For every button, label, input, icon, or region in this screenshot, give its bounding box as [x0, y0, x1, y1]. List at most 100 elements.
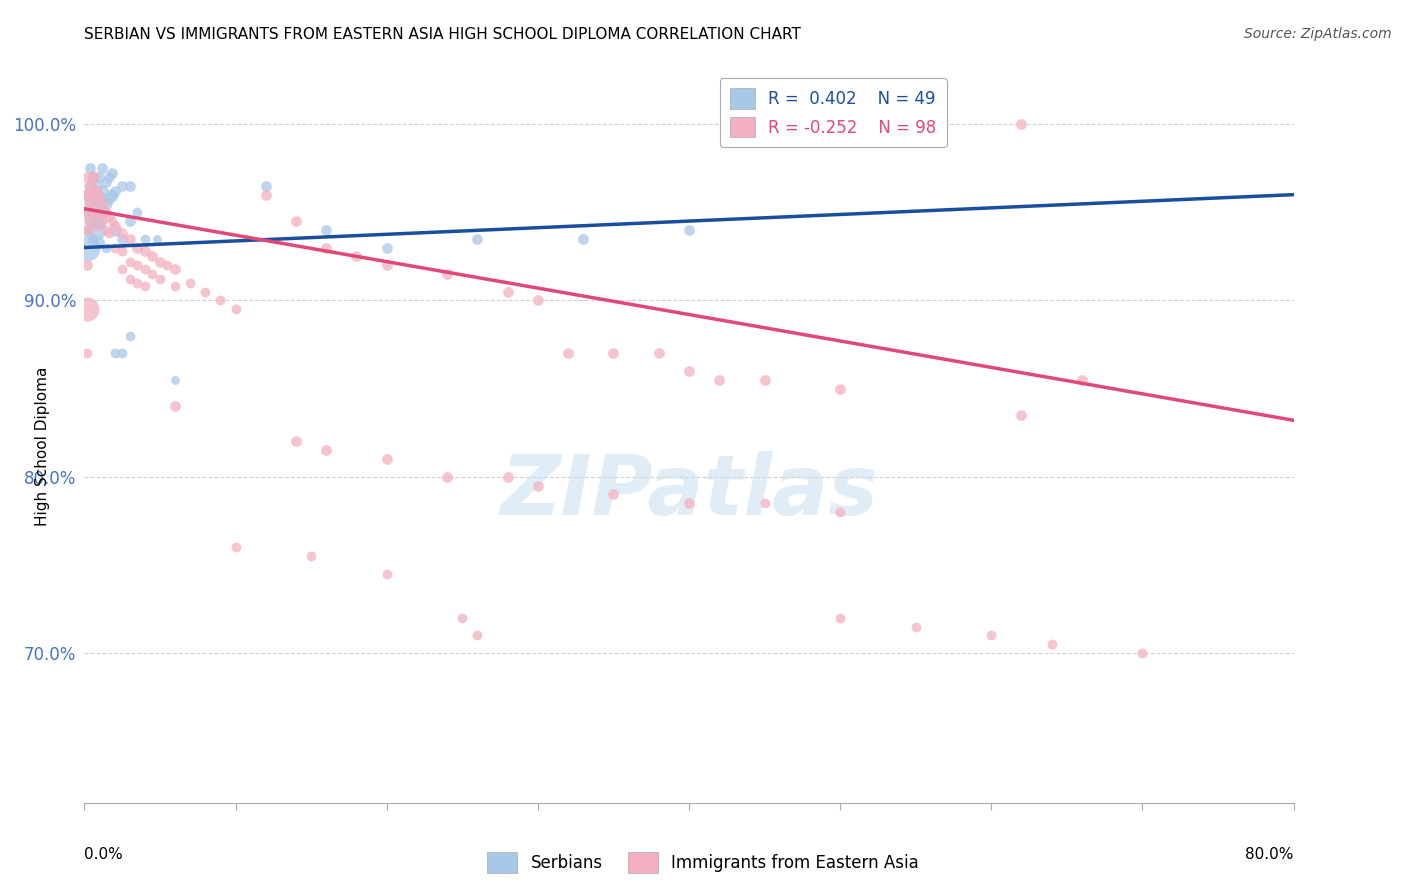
Point: [1071, 373, 1094, 387]
Point: [111, 261, 134, 276]
Point: [89, 169, 111, 184]
Point: [111, 232, 134, 246]
Point: [111, 346, 134, 360]
Point: [1011, 117, 1033, 131]
Point: [76, 302, 98, 317]
Point: [118, 178, 141, 193]
Point: [94, 205, 117, 219]
Point: [315, 443, 337, 458]
Point: [127, 258, 149, 272]
Point: [76, 187, 98, 202]
Point: [76, 205, 98, 219]
Point: [89, 235, 111, 250]
Point: [82, 232, 104, 246]
Point: [1130, 646, 1153, 660]
Point: [76, 240, 98, 254]
Point: [496, 285, 519, 299]
Point: [146, 232, 169, 246]
Point: [225, 302, 247, 317]
Point: [104, 240, 127, 254]
Point: [165, 399, 187, 413]
Point: [602, 346, 624, 360]
Point: [149, 272, 172, 286]
Point: [141, 249, 163, 263]
Point: [209, 293, 232, 308]
Point: [527, 478, 550, 492]
Point: [111, 178, 134, 193]
Point: [111, 227, 134, 241]
Point: [94, 240, 117, 254]
Legend: R =  0.402    N = 49, R = -0.252    N = 98: R = 0.402 N = 49, R = -0.252 N = 98: [720, 78, 946, 147]
Point: [156, 258, 179, 272]
Point: [299, 549, 322, 563]
Point: [86, 223, 108, 237]
Point: [89, 214, 111, 228]
Point: [127, 205, 149, 219]
Point: [76, 223, 98, 237]
Point: [127, 276, 149, 290]
Point: [86, 178, 108, 193]
Point: [94, 196, 117, 211]
Point: [76, 169, 98, 184]
Point: [1011, 408, 1033, 422]
Point: [104, 184, 127, 198]
Point: [254, 187, 277, 202]
Point: [375, 566, 398, 581]
Point: [118, 272, 141, 286]
Point: [315, 223, 337, 237]
Point: [904, 619, 927, 633]
Point: [82, 169, 104, 184]
Point: [82, 187, 104, 202]
Text: ZIPatlas: ZIPatlas: [501, 451, 877, 533]
Point: [165, 279, 187, 293]
Point: [496, 469, 519, 483]
Point: [165, 373, 187, 387]
Point: [678, 223, 700, 237]
Point: [104, 223, 127, 237]
Point: [76, 258, 98, 272]
Point: [89, 191, 111, 205]
Point: [91, 161, 114, 176]
Point: [91, 196, 114, 211]
Point: [830, 611, 852, 625]
Point: [648, 346, 671, 360]
Point: [1040, 637, 1063, 651]
Point: [82, 205, 104, 219]
Point: [285, 434, 308, 449]
Point: [94, 223, 117, 237]
Point: [76, 205, 98, 219]
Point: [557, 346, 579, 360]
Point: [86, 196, 108, 211]
Point: [346, 249, 368, 263]
Point: [678, 496, 700, 510]
Point: [602, 487, 624, 501]
Point: [118, 232, 141, 246]
Legend: Serbians, Immigrants from Eastern Asia: Serbians, Immigrants from Eastern Asia: [481, 846, 925, 880]
Point: [76, 223, 98, 237]
Text: 80.0%: 80.0%: [1246, 847, 1294, 863]
Point: [97, 191, 120, 205]
Point: [82, 205, 104, 219]
Point: [79, 214, 101, 228]
Point: [86, 202, 108, 216]
Point: [165, 261, 187, 276]
Point: [97, 209, 120, 223]
Point: [194, 285, 217, 299]
Point: [709, 373, 731, 387]
Point: [451, 611, 474, 625]
Text: Source: ZipAtlas.com: Source: ZipAtlas.com: [1244, 27, 1392, 41]
Point: [104, 219, 127, 234]
Point: [118, 214, 141, 228]
Point: [285, 214, 308, 228]
Point: [436, 469, 458, 483]
Point: [830, 505, 852, 519]
Point: [134, 244, 156, 258]
Point: [89, 191, 111, 205]
Point: [127, 240, 149, 254]
Point: [134, 279, 156, 293]
Point: [79, 161, 101, 176]
Point: [754, 496, 776, 510]
Point: [141, 267, 163, 281]
Text: SERBIAN VS IMMIGRANTS FROM EASTERN ASIA HIGH SCHOOL DIPLOMA CORRELATION CHART: SERBIAN VS IMMIGRANTS FROM EASTERN ASIA …: [84, 27, 801, 42]
Point: [225, 540, 247, 554]
